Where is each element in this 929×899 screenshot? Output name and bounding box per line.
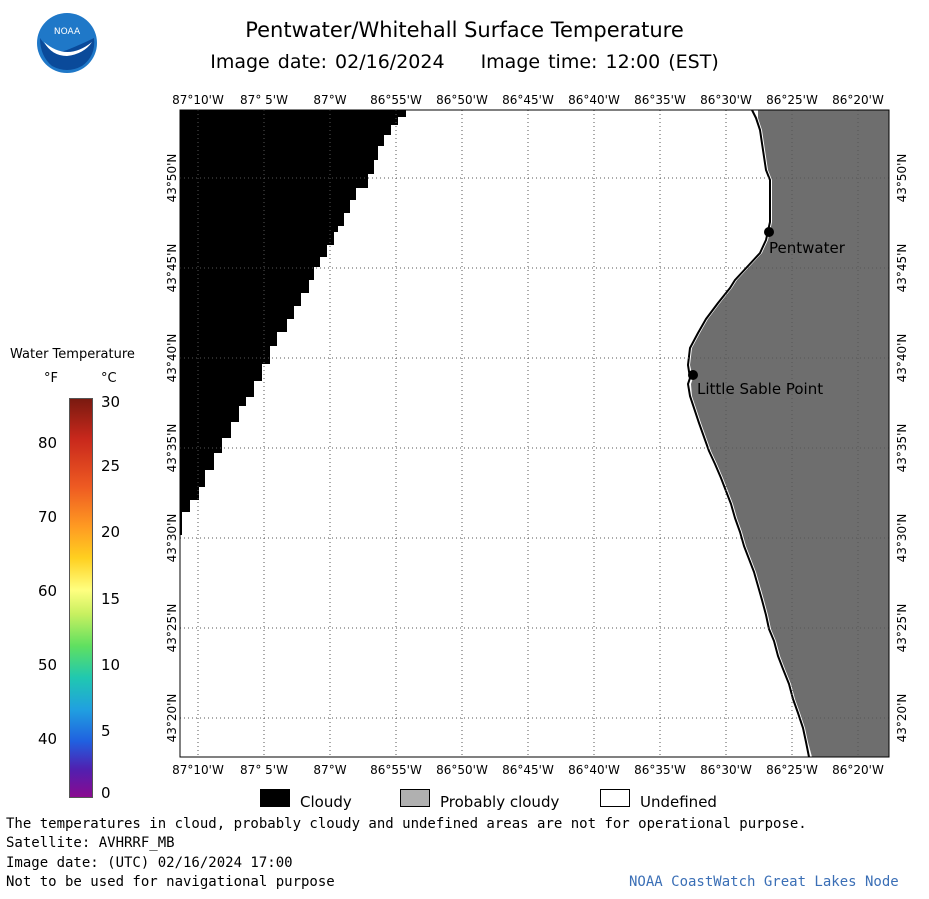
f-tick-label: 40 xyxy=(38,730,58,748)
lon-labels-top: 87°10'W 87° 5'W 87°W 86°55'W 86°50'W 86°… xyxy=(172,93,884,107)
image-date: Image date: 02/16/2024 xyxy=(210,51,445,73)
lon-label: 86°25'W xyxy=(766,763,818,777)
utc-date-text: Image date: (UTC) 02/16/2024 17:00 xyxy=(6,855,293,871)
satellite-text: Satellite: AVHRRF_MB xyxy=(6,835,175,851)
c-tick-label: 25 xyxy=(101,457,121,475)
lon-label: 86°45'W xyxy=(502,763,554,777)
lon-label: 86°40'W xyxy=(568,763,620,777)
map-title: Pentwater/Whitehall Surface Temperature xyxy=(245,18,684,42)
lon-label: 86°45'W xyxy=(502,93,554,107)
c-tick-label: 5 xyxy=(101,722,111,740)
image-timestamp: Image date: 02/16/2024 Image time: 12:00 … xyxy=(0,51,929,73)
lat-label: 43°40'N xyxy=(895,334,909,383)
lat-label: 43°30'N xyxy=(895,514,909,563)
f-tick-label: 80 xyxy=(38,434,58,452)
image-time: Image time: 12:00 (EST) xyxy=(480,51,719,73)
lon-label: 87° 5'W xyxy=(240,763,288,777)
lon-label: 86°55'W xyxy=(370,93,422,107)
lat-labels-left: 43°50'N 43°45'N 43°40'N 43°35'N 43°30'N … xyxy=(165,154,179,743)
lon-label: 86°30'W xyxy=(700,93,752,107)
lat-label: 43°25'N xyxy=(895,604,909,653)
lon-label: 86°35'W xyxy=(634,763,686,777)
coastline xyxy=(687,109,810,758)
c-tick-label: 15 xyxy=(101,590,121,608)
lon-label: 86°50'W xyxy=(436,93,488,107)
credit-text: NOAA CoastWatch Great Lakes Node xyxy=(629,874,899,890)
c-tick-label: 10 xyxy=(101,656,121,674)
lat-label: 43°45'N xyxy=(165,244,179,293)
place-label-pentwater: Pentwater xyxy=(769,239,846,257)
key-label-undefined: Undefined xyxy=(640,793,717,811)
c-tick-label: 0 xyxy=(101,784,111,802)
lon-label: 86°50'W xyxy=(436,763,488,777)
place-label-little-sable-point: Little Sable Point xyxy=(697,380,823,398)
key-label-probably-cloudy: Probably cloudy xyxy=(440,793,560,811)
unit-fahrenheit: °F xyxy=(44,371,58,386)
disclaimer-text: The temperatures in cloud, probably clou… xyxy=(6,816,807,832)
c-tick-label: 30 xyxy=(101,393,121,411)
pentwater-marker xyxy=(764,227,774,237)
lon-labels-bottom: 87°10'W 87° 5'W 87°W 86°55'W 86°50'W 86°… xyxy=(172,763,884,777)
lon-label: 86°20'W xyxy=(832,93,884,107)
lat-label: 43°25'N xyxy=(165,604,179,653)
little-sable-point-marker xyxy=(688,370,698,380)
lon-label: 87°W xyxy=(313,93,346,107)
lat-label: 43°30'N xyxy=(165,514,179,563)
lat-label: 43°45'N xyxy=(895,244,909,293)
lat-label: 43°20'N xyxy=(165,694,179,743)
lat-label: 43°50'N xyxy=(165,154,179,203)
key-swatch-probably-cloudy xyxy=(400,789,430,807)
lat-label: 43°35'N xyxy=(165,424,179,473)
f-tick-label: 50 xyxy=(38,656,58,674)
lon-label: 87° 5'W xyxy=(240,93,288,107)
key-swatch-undefined xyxy=(600,789,630,807)
f-tick-label: 70 xyxy=(38,508,58,526)
navigation-warning: Not to be used for navigational purpose xyxy=(6,874,335,890)
lat-labels-right: 43°50'N 43°45'N 43°40'N 43°35'N 43°30'N … xyxy=(895,154,909,743)
cloudy-area xyxy=(180,110,406,535)
lon-label: 86°20'W xyxy=(832,763,884,777)
noaa-logo-icon: NOAA xyxy=(37,13,97,73)
map-frame xyxy=(179,109,890,758)
lon-label: 86°35'W xyxy=(634,93,686,107)
lon-label: 87°10'W xyxy=(172,763,224,777)
c-tick-label: 20 xyxy=(101,523,121,541)
lon-label: 86°30'W xyxy=(700,763,752,777)
lat-label: 43°20'N xyxy=(895,694,909,743)
lon-label: 87°W xyxy=(313,763,346,777)
probably-cloudy-area xyxy=(690,110,889,757)
lat-label: 43°35'N xyxy=(895,424,909,473)
unit-celsius: °C xyxy=(101,371,117,386)
temperature-colorbar xyxy=(69,398,93,798)
key-swatch-cloudy xyxy=(260,789,290,807)
f-tick-label: 60 xyxy=(38,582,58,600)
legend-title: Water Temperature xyxy=(10,347,135,362)
lon-label: 86°25'W xyxy=(766,93,818,107)
lat-label: 43°40'N xyxy=(165,334,179,383)
lon-label: 87°10'W xyxy=(172,93,224,107)
lon-label: 86°40'W xyxy=(568,93,620,107)
key-label-cloudy: Cloudy xyxy=(300,793,352,811)
lat-label: 43°50'N xyxy=(895,154,909,203)
lon-label: 86°55'W xyxy=(370,763,422,777)
logo-text: NOAA xyxy=(54,27,81,37)
